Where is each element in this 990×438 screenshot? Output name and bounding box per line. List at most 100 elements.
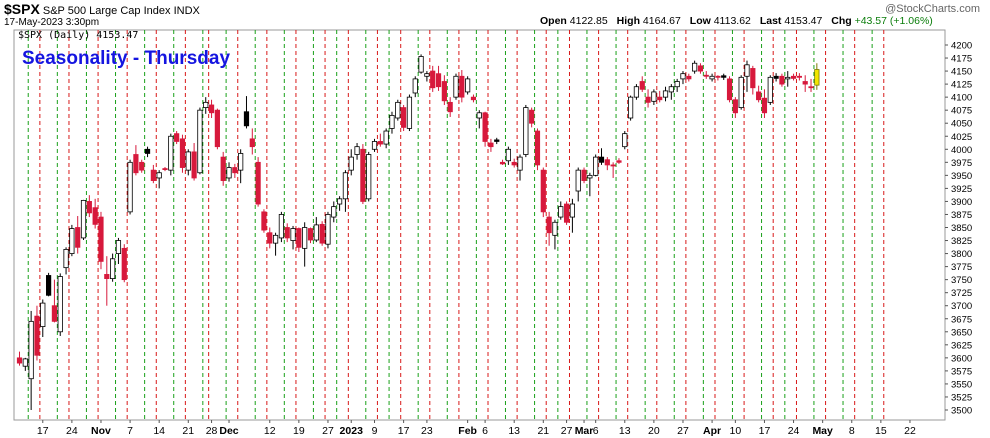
candle: [92, 198, 98, 229]
candle: [494, 137, 500, 145]
y-tick-label: 3975: [951, 158, 972, 169]
y-tick-label: 4175: [951, 54, 972, 65]
candle-body: [174, 133, 180, 142]
candle-body: [657, 96, 663, 101]
candle: [598, 148, 605, 165]
candle: [761, 89, 768, 118]
candle: [104, 256, 110, 306]
y-tick-label: 4050: [951, 119, 972, 130]
candle: [593, 154, 599, 177]
candle-body: [110, 258, 116, 279]
candle-body: [348, 156, 354, 171]
x-tick-label: 6: [593, 425, 599, 437]
candle-body: [668, 86, 674, 93]
candle: [127, 159, 133, 215]
x-tick-label: Nov: [91, 425, 111, 437]
candle-body: [703, 74, 709, 77]
candle: [721, 73, 727, 80]
candle: [75, 216, 81, 254]
candle-body: [546, 216, 552, 234]
candle: [796, 73, 802, 81]
candle-body: [447, 101, 453, 113]
candle-body: [46, 275, 52, 296]
candle: [575, 167, 581, 202]
candle: [622, 131, 628, 150]
chart-legend: $SPX (Daily) 4153.47: [18, 30, 138, 41]
candle-body: [750, 68, 756, 89]
candle-body: [360, 148, 366, 202]
candle-body: [336, 198, 343, 205]
x-tick-label: May: [812, 425, 833, 437]
x-tick-label: 21: [537, 425, 549, 437]
candle: [703, 71, 709, 79]
candle-body: [744, 64, 750, 77]
x-tick-label: 24: [66, 425, 78, 437]
candle: [46, 272, 52, 297]
candle-body: [738, 76, 744, 108]
y-tick-label: 3800: [951, 249, 972, 260]
candle: [441, 75, 447, 105]
x-tick-label: 13: [508, 425, 520, 437]
x-tick-label: 22: [904, 425, 916, 437]
candle-body: [144, 148, 151, 154]
candle: [412, 76, 418, 98]
candle: [243, 96, 250, 129]
x-tick-label: 9: [372, 425, 378, 437]
candle: [150, 164, 156, 184]
candle: [738, 75, 744, 110]
candle: [86, 195, 92, 218]
x-tick-label: 10: [730, 425, 742, 437]
candle: [715, 75, 721, 81]
candle-body: [726, 78, 733, 101]
candle-body: [558, 206, 564, 218]
candle-body: [697, 65, 704, 72]
y-tick-label: 3775: [951, 262, 972, 273]
candle-body: [482, 112, 488, 142]
candle: [744, 60, 750, 92]
y-tick-label: 4075: [951, 106, 972, 117]
candle-body: [418, 56, 424, 73]
candle-body: [383, 130, 389, 145]
y-tick-label: 4150: [951, 67, 972, 78]
candle-body: [203, 101, 209, 108]
candle-body: [168, 135, 174, 171]
y-tick-label: 3675: [951, 314, 972, 325]
candle: [756, 85, 762, 103]
candle: [325, 211, 331, 249]
candle-body: [197, 109, 203, 174]
candle: [459, 70, 465, 103]
candle-body: [28, 320, 34, 380]
candle-body: [325, 214, 331, 245]
candle-body: [674, 81, 680, 88]
candle-body: [756, 91, 762, 101]
candle-body: [517, 156, 523, 171]
candle-body: [529, 109, 535, 124]
candle-body: [505, 148, 511, 162]
high-value: 4164.67: [642, 15, 681, 27]
candle-body: [22, 358, 28, 367]
ticker-symbol: $SPX: [4, 1, 40, 17]
candle: [69, 224, 75, 257]
candle: [563, 201, 570, 225]
candle: [523, 104, 529, 158]
low-value: 4113.62: [713, 15, 751, 27]
y-tick-label: 3525: [951, 392, 972, 403]
low-label: Low: [689, 15, 711, 27]
candle: [726, 76, 733, 103]
candle: [790, 73, 797, 81]
candle-body: [261, 211, 267, 231]
candle-body: [662, 90, 669, 98]
candle: [208, 99, 215, 118]
y-tick-label: 3925: [951, 184, 972, 195]
candle: [529, 107, 535, 128]
open-value: 4122.85: [569, 15, 608, 27]
ticker-description: S&P 500 Large Cap Index: [42, 5, 171, 17]
candle: [272, 232, 279, 256]
candle-body: [779, 75, 785, 85]
candle-body: [511, 161, 517, 166]
candle: [144, 146, 151, 158]
candle-body: [238, 153, 244, 171]
candle: [139, 159, 145, 173]
